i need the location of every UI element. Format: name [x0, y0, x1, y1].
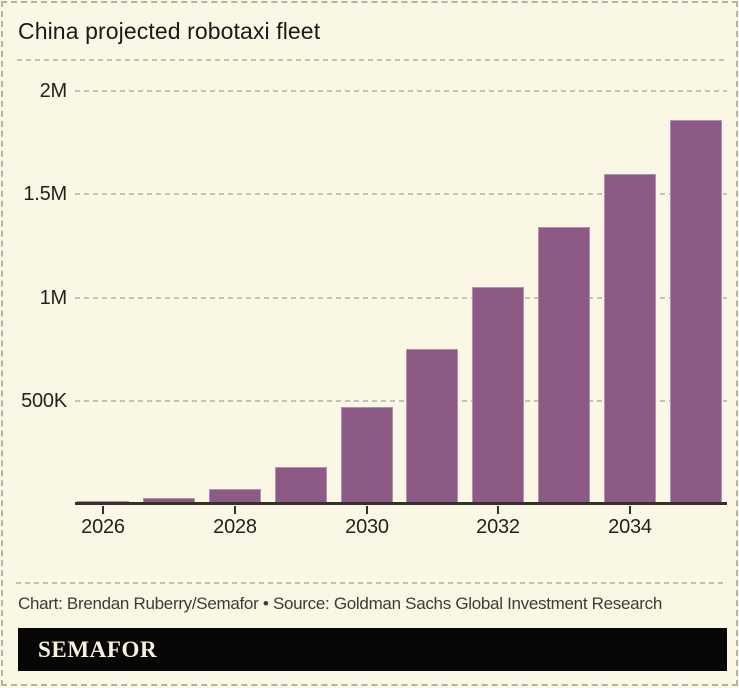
footer-separator — [16, 582, 727, 584]
x-axis-label-2030: 2030 — [345, 516, 389, 538]
x-axis-label-2032: 2032 — [476, 516, 520, 538]
gridline-1M — [75, 297, 727, 299]
bar-2034 — [604, 174, 656, 504]
gridline-500K — [75, 400, 727, 402]
title-separator — [17, 59, 727, 61]
semafor-logo-bar: SEMAFOR — [18, 628, 727, 671]
chart-title: China projected robotaxi fleet — [18, 18, 321, 44]
x-tick-2028 — [234, 506, 236, 514]
bar-2029 — [275, 467, 327, 504]
bar-2031 — [406, 349, 458, 504]
bar-2030 — [341, 407, 393, 504]
y-axis-label-2M: 2M — [39, 80, 68, 102]
y-axis-label-500K: 500K — [21, 390, 67, 412]
gridline-1.5M — [75, 193, 727, 195]
bar-chart: 2M 1.5M 1M 500K 2026 2028 2030 2032 2034 — [3, 3, 736, 684]
gridline-2M — [75, 90, 727, 92]
y-axis-label-1.5M: 1.5M — [23, 183, 67, 205]
y-axis-label-1M: 1M — [39, 287, 68, 309]
credit-line: Chart: Brendan Ruberry/Semafor • Source:… — [18, 594, 663, 613]
semafor-wordmark: SEMAFOR — [38, 636, 158, 662]
bar-2032 — [472, 287, 524, 504]
bar-2035 — [670, 120, 722, 504]
x-axis-label-2034: 2034 — [608, 516, 652, 538]
x-tick-2026 — [102, 506, 104, 514]
x-tick-2034 — [629, 506, 631, 514]
x-axis-line — [75, 502, 727, 505]
bar-2033 — [538, 227, 590, 504]
x-axis-label-2026: 2026 — [81, 516, 125, 538]
x-tick-2032 — [497, 506, 499, 514]
x-tick-2030 — [366, 506, 368, 514]
x-axis-label-2028: 2028 — [213, 516, 257, 538]
